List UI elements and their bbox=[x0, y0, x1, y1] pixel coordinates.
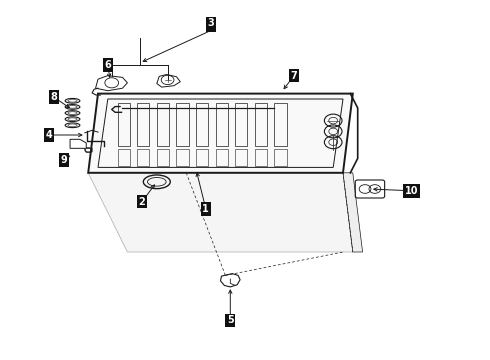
Text: 3: 3 bbox=[207, 20, 214, 30]
Text: 1: 1 bbox=[202, 204, 209, 214]
Text: 5: 5 bbox=[227, 315, 234, 325]
Polygon shape bbox=[88, 94, 353, 173]
Polygon shape bbox=[88, 173, 353, 252]
Text: 7: 7 bbox=[291, 71, 297, 81]
Text: 10: 10 bbox=[405, 186, 418, 196]
Text: 8: 8 bbox=[50, 92, 57, 102]
Text: 9: 9 bbox=[60, 155, 67, 165]
Polygon shape bbox=[343, 173, 363, 252]
Text: 3: 3 bbox=[207, 18, 214, 28]
Text: 6: 6 bbox=[104, 60, 111, 70]
Text: 4: 4 bbox=[46, 130, 52, 140]
Text: 2: 2 bbox=[139, 197, 146, 207]
